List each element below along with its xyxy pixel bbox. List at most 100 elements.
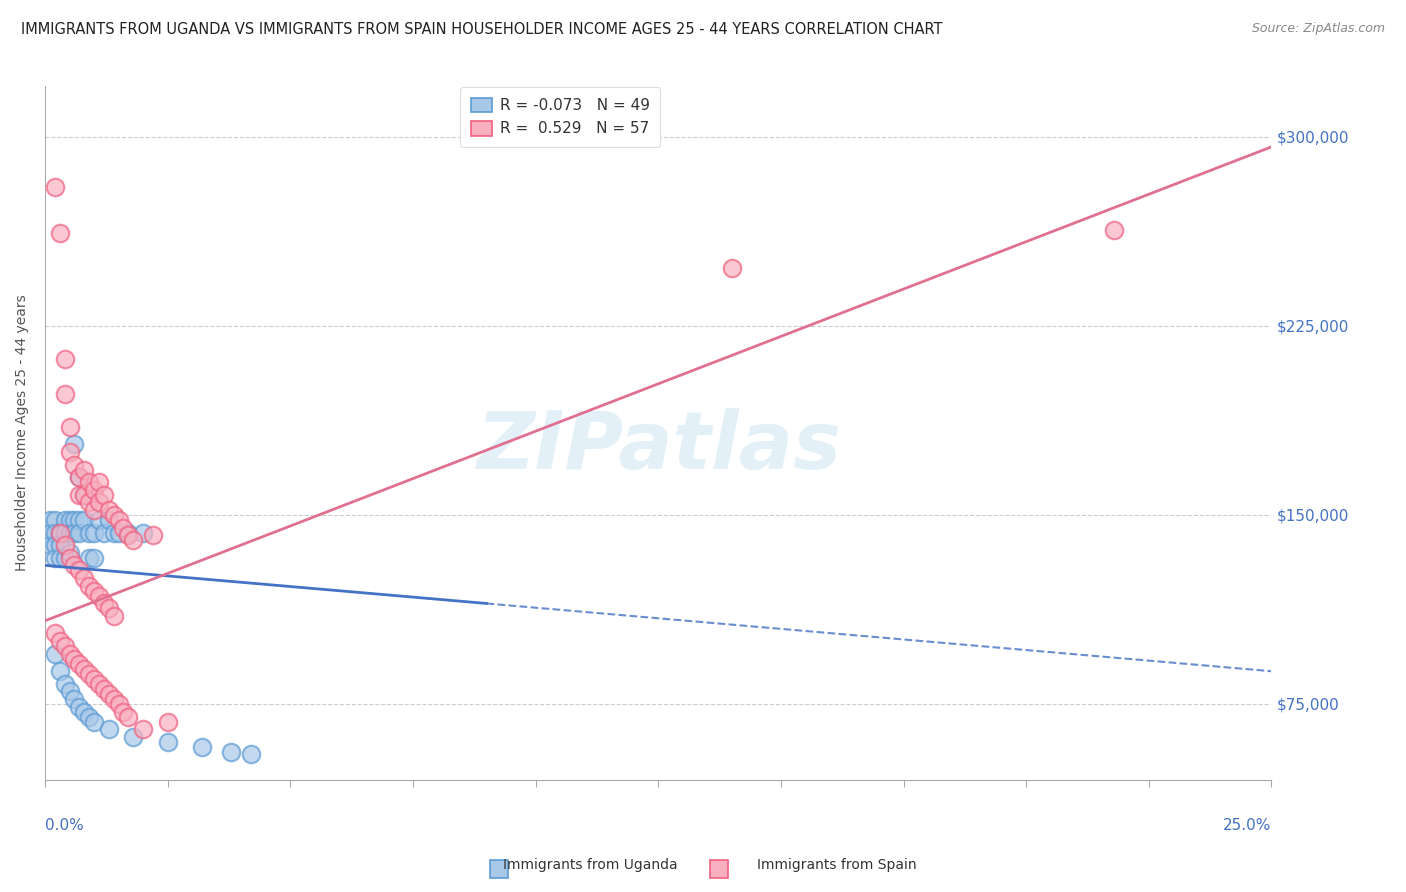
- Text: Immigrants from Uganda: Immigrants from Uganda: [503, 858, 678, 872]
- Point: [63, 437, 86, 451]
- Point: [83, 550, 105, 565]
- Point: [58, 647, 80, 661]
- Point: [87, 677, 110, 691]
- Point: [73, 513, 96, 527]
- Point: [67, 470, 90, 484]
- Point: [67, 513, 90, 527]
- Point: [67, 488, 90, 502]
- Point: [73, 662, 96, 676]
- Point: [44, 626, 66, 640]
- Text: Source: ZipAtlas.com: Source: ZipAtlas.com: [1251, 22, 1385, 36]
- Point: [1104, 223, 1126, 237]
- Point: [48, 550, 70, 565]
- Point: [53, 550, 76, 565]
- Point: [112, 705, 135, 719]
- Point: [73, 705, 96, 719]
- Point: [67, 563, 90, 577]
- Point: [63, 458, 86, 472]
- Point: [97, 722, 120, 736]
- Text: 0.0%: 0.0%: [45, 818, 84, 833]
- Point: [73, 488, 96, 502]
- Point: [48, 538, 70, 552]
- Point: [58, 684, 80, 698]
- Text: ZIPatlas: ZIPatlas: [475, 408, 841, 486]
- Point: [97, 601, 120, 615]
- Point: [103, 608, 125, 623]
- Bar: [710, 860, 728, 878]
- Point: [97, 503, 120, 517]
- Point: [53, 351, 76, 366]
- Point: [58, 525, 80, 540]
- Point: [44, 550, 66, 565]
- Point: [117, 709, 139, 723]
- Point: [107, 513, 129, 527]
- Point: [77, 475, 100, 490]
- Point: [117, 528, 139, 542]
- Point: [44, 513, 66, 527]
- Text: Immigrants from Spain: Immigrants from Spain: [756, 858, 917, 872]
- Point: [132, 722, 155, 736]
- Point: [67, 525, 90, 540]
- Point: [38, 538, 60, 552]
- Point: [44, 180, 66, 194]
- Point: [191, 739, 214, 754]
- Point: [87, 475, 110, 490]
- Point: [48, 226, 70, 240]
- Point: [38, 525, 60, 540]
- Point: [107, 525, 129, 540]
- Point: [132, 525, 155, 540]
- Point: [83, 714, 105, 729]
- Point: [48, 525, 70, 540]
- Point: [112, 520, 135, 534]
- Point: [221, 745, 243, 759]
- Point: [103, 508, 125, 522]
- Point: [156, 735, 179, 749]
- Point: [83, 525, 105, 540]
- Point: [87, 495, 110, 509]
- Point: [122, 533, 145, 548]
- Point: [97, 513, 120, 527]
- Point: [122, 730, 145, 744]
- Point: [240, 747, 263, 762]
- Bar: [491, 860, 508, 878]
- Point: [53, 538, 76, 552]
- Point: [67, 657, 90, 671]
- Point: [720, 260, 742, 275]
- Point: [73, 571, 96, 585]
- Point: [44, 647, 66, 661]
- Point: [58, 513, 80, 527]
- Point: [77, 550, 100, 565]
- Point: [53, 677, 76, 691]
- Point: [53, 639, 76, 653]
- Point: [87, 589, 110, 603]
- Point: [73, 462, 96, 476]
- Point: [103, 692, 125, 706]
- Point: [58, 419, 80, 434]
- Point: [67, 470, 90, 484]
- Point: [63, 651, 86, 665]
- Point: [142, 528, 165, 542]
- Point: [83, 583, 105, 598]
- Point: [44, 538, 66, 552]
- Point: [77, 525, 100, 540]
- Point: [67, 699, 90, 714]
- Point: [87, 513, 110, 527]
- Point: [93, 681, 115, 696]
- Legend: R = -0.073   N = 49, R =  0.529   N = 57: R = -0.073 N = 49, R = 0.529 N = 57: [460, 87, 661, 147]
- Point: [93, 525, 115, 540]
- Point: [107, 697, 129, 711]
- Point: [156, 714, 179, 729]
- Point: [44, 525, 66, 540]
- Text: 25.0%: 25.0%: [1223, 818, 1271, 833]
- Point: [63, 513, 86, 527]
- Point: [97, 687, 120, 701]
- Point: [38, 513, 60, 527]
- Point: [58, 445, 80, 459]
- Point: [48, 525, 70, 540]
- Point: [83, 483, 105, 497]
- Point: [63, 558, 86, 573]
- Point: [73, 488, 96, 502]
- Point: [53, 513, 76, 527]
- Y-axis label: Householder Income Ages 25 - 44 years: Householder Income Ages 25 - 44 years: [15, 294, 30, 572]
- Point: [77, 495, 100, 509]
